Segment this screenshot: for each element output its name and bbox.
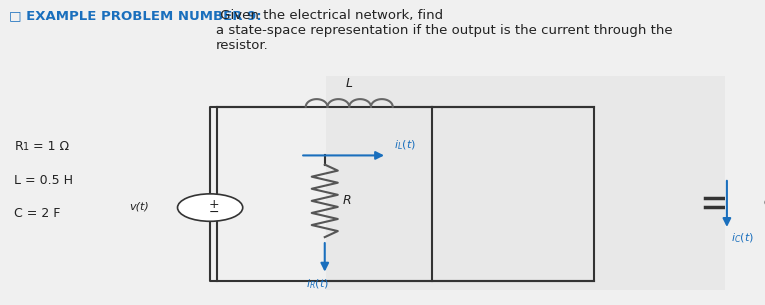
Text: Given the electrical network, find
a state-space representation if the output is: Given the electrical network, find a sta…	[216, 9, 672, 52]
Text: $i_R(t)$: $i_R(t)$	[306, 278, 329, 291]
Text: $i_L(t)$: $i_L(t)$	[394, 139, 416, 152]
Text: R: R	[343, 194, 351, 207]
Text: +: +	[208, 198, 219, 211]
Text: 1: 1	[23, 142, 29, 152]
Text: R: R	[15, 140, 23, 153]
Text: L: L	[346, 77, 353, 90]
Text: C = 2 F: C = 2 F	[15, 207, 61, 221]
Text: = 1 Ω: = 1 Ω	[29, 140, 69, 153]
Text: L = 0.5 H: L = 0.5 H	[15, 174, 73, 187]
Text: $i_C(t)$: $i_C(t)$	[731, 231, 754, 245]
Text: −: −	[209, 206, 219, 219]
Text: v(t): v(t)	[129, 201, 148, 211]
Text: C: C	[763, 196, 765, 209]
Text: □ EXAMPLE PROBLEM NUMBER 9:: □ EXAMPLE PROBLEM NUMBER 9:	[9, 9, 262, 22]
Circle shape	[177, 194, 243, 221]
Bar	[217, 107, 594, 281]
Bar	[326, 76, 724, 290]
